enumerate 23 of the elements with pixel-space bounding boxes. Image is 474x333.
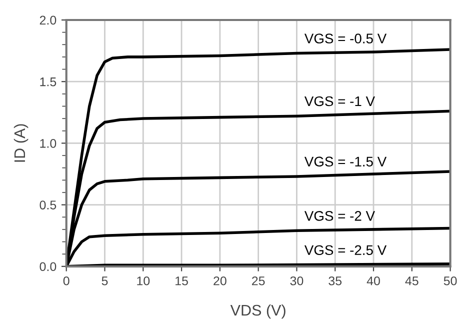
x-tick-label: 40 <box>366 276 380 286</box>
y-tick-label: 0.5 <box>40 200 56 210</box>
series-label: VGS = -2 V <box>304 211 375 221</box>
x-tick-label: 10 <box>137 276 150 286</box>
y-axis-title: ID (A) <box>14 124 28 162</box>
x-tick-label: 30 <box>290 276 304 286</box>
series-label: VGS = -2.5 V <box>304 245 387 256</box>
x-tick-label: 50 <box>444 276 457 286</box>
x-tick-label: 25 <box>252 276 265 286</box>
x-tick-label: 15 <box>176 276 188 286</box>
series-label: VGS = -0.5 V <box>304 34 387 44</box>
y-tick-label: 2.0 <box>40 16 56 25</box>
x-tick-label: 5 <box>102 276 108 286</box>
x-tick-label: 45 <box>405 276 418 286</box>
series-label: VGS = -1 V <box>304 96 375 106</box>
y-tick-label: 0.0 <box>40 262 56 272</box>
x-tick-label: 20 <box>214 276 226 286</box>
x-axis-title: VDS (V) <box>230 304 286 319</box>
series-label: VGS = -1.5 V <box>304 156 387 167</box>
x-tick-label: 35 <box>328 276 342 286</box>
x-tick-label: 0 <box>63 276 70 286</box>
y-tick-label: 1.5 <box>40 78 56 86</box>
y-tick-label: 1.0 <box>40 138 56 148</box>
